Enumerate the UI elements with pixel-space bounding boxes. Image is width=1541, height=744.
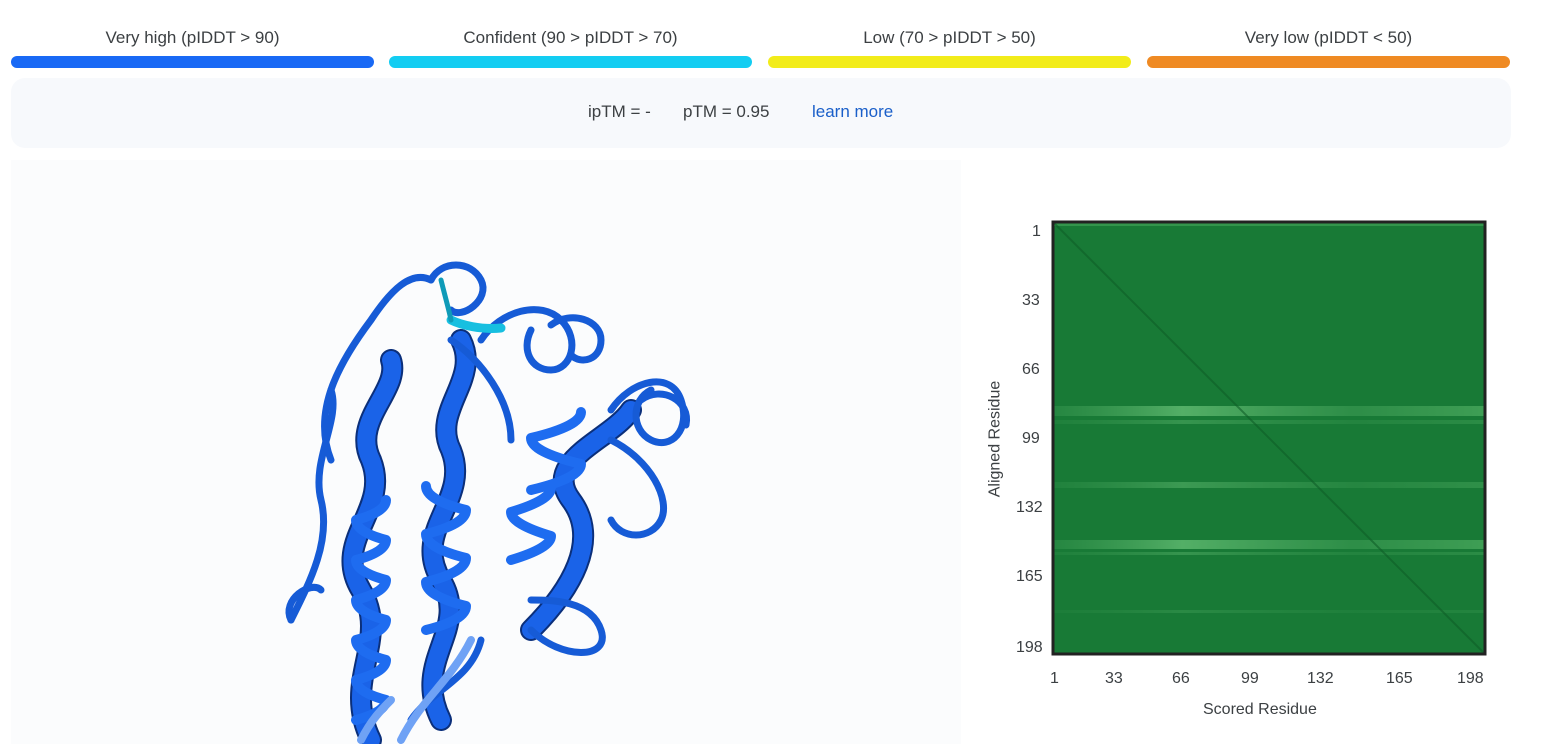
y-tick: 132 [1016, 499, 1043, 516]
confidence-metrics-panel: ipTM = - pTM = 0.95 learn more [11, 78, 1511, 148]
legend-label-very-low: Very low (pIDDT < 50) [1244, 28, 1413, 47]
legend-very-high: Very high (pIDDT > 90) [11, 0, 374, 70]
x-tick: 198 [1457, 670, 1484, 687]
legend-bar-very-high [11, 56, 374, 68]
legend-label-low: Low (70 > pIDDT > 50) [863, 28, 1036, 47]
y-tick: 198 [1016, 639, 1043, 656]
ptm-value: pTM = 0.95 [683, 102, 770, 121]
legend-bar-confident [389, 56, 752, 68]
x-tick: 66 [1172, 670, 1190, 687]
x-tick: 99 [1241, 670, 1259, 687]
pae-plot: 1 33 66 99 132 165 198 1 33 66 99 132 16… [975, 160, 1535, 744]
legend-label-confident: Confident (90 > pIDDT > 70) [463, 28, 678, 47]
structure-viewer[interactable] [11, 160, 961, 744]
y-tick: 1 [1032, 223, 1041, 240]
x-axis-title: Scored Residue [1203, 701, 1317, 718]
legend-low: Low (70 > pIDDT > 50) [768, 0, 1131, 70]
y-tick: 66 [1022, 361, 1040, 378]
legend-very-low: Very low (pIDDT < 50) [1147, 0, 1510, 70]
y-tick: 165 [1016, 568, 1043, 585]
x-tick: 33 [1105, 670, 1123, 687]
x-tick: 165 [1386, 670, 1413, 687]
x-tick: 132 [1307, 670, 1334, 687]
legend-bar-low [768, 56, 1131, 68]
legend-confident: Confident (90 > pIDDT > 70) [389, 0, 752, 70]
legend-bar-very-low [1147, 56, 1510, 68]
protein-structure[interactable] [11, 160, 961, 744]
y-axis-title: Aligned Residue [986, 380, 1004, 498]
x-tick: 1 [1050, 670, 1059, 687]
y-tick: 33 [1022, 292, 1040, 309]
learn-more-link[interactable]: learn more [812, 102, 894, 121]
legend-label-very-high: Very high (pIDDT > 90) [105, 28, 280, 47]
pae-heatmap[interactable] [975, 160, 1535, 744]
plddt-legend: Very high (pIDDT > 90) Confident (90 > p… [11, 0, 1511, 70]
y-tick: 99 [1022, 430, 1040, 447]
iptm-value: ipTM = - [588, 102, 651, 121]
